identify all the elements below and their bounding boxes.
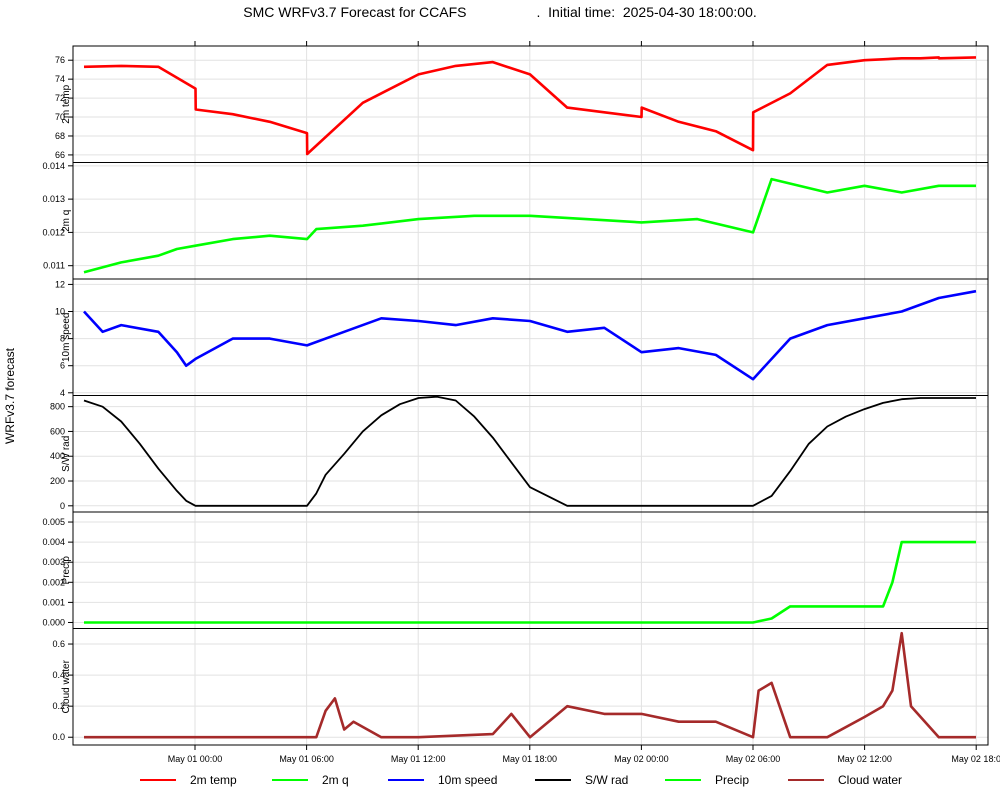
panel-frame [72,45,989,163]
series-line [84,631,976,739]
y-tick-label: 0.0 [52,732,65,742]
panel-precip: 0.000 0.001 0.002 0.003 0.004 0.005 Precip [42,511,989,629]
legend: 2m temp 2m q 10m speed S/W rad Precip Cloud w… [140,773,902,787]
panel-frame [72,395,989,513]
y-tick-label: 10 [55,307,65,317]
legend-label: S/W rad [585,773,628,787]
legend-label: 2m q [322,773,349,787]
x-tick-label: May 02 06:00 [726,754,781,764]
series-line [83,177,976,274]
y-tick-label: 0.011 [43,261,65,271]
y-tick-label: 0.004 [42,537,65,547]
panel-frame [72,511,989,629]
legend-label: 2m temp [190,773,237,787]
chart-title: SMC WRFv3.7 Forecast for CCAFS . Initial… [243,4,757,20]
y-tick-label: 0.4 [52,670,65,680]
y-tick-label: 0.005 [42,517,65,527]
panel-2m-q: 0.011 0.012 0.013 0.014 2m q [42,161,989,280]
series-line [83,289,977,381]
y-tick-label: 0.2 [52,701,65,711]
y-tick-label: 74 [55,74,65,84]
panel-label: Cloud water [61,659,72,713]
y-tick-label: 68 [55,131,65,141]
panel-label: 2m q [61,210,72,232]
legend-label: Precip [715,773,749,787]
panel-label: Precip [61,556,72,585]
x-tick-label: May 02 12:00 [837,754,892,764]
y-tick-label: 0.014 [42,161,65,171]
x-tick-label: May 01 18:00 [503,754,558,764]
y-axis-label: WRFv3.7 forecast [3,347,17,444]
series-line [83,56,977,156]
panel-label: S/W rad [61,436,72,472]
legend-label: 10m speed [438,773,497,787]
series-line [84,540,976,624]
panel-label: 10m speed [61,313,72,362]
y-tick-label: 8 [60,334,65,344]
panel-cloud-water: 0.0 0.2 0.4 0.6 Cloud water [52,628,989,746]
panel-2m-temp: 66 68 70 72 74 76 2m temp [55,45,989,163]
y-tick-label: 70 [55,112,65,122]
y-tick-label: 12 [55,279,65,289]
y-tick-label: 72 [55,93,65,103]
x-tick-label: May 02 18:0 [951,754,1000,764]
y-tick-label: 4 [60,388,65,398]
x-axis: May 01 00:00 May 01 06:00 May 01 12:00 May … [168,41,1000,764]
panel-10m-speed: 4 6 8 10 12 10m speed [55,278,989,398]
y-tick-label: 0.003 [42,557,65,567]
y-tick-label: 0.012 [42,227,65,237]
y-tick-label: 0.002 [42,577,65,587]
x-tick-label: May 01 00:00 [168,754,223,764]
panel-s-w-rad: 0 200 400 600 800 S/W rad [50,395,989,513]
panel-frame [72,278,989,396]
y-tick-label: 400 [50,451,65,461]
panel-frame [72,628,989,746]
x-tick-label: May 01 06:00 [279,754,334,764]
y-tick-label: 0.000 [42,617,65,627]
y-tick-label: 800 [50,402,65,412]
x-tick-label: May 02 00:00 [614,754,669,764]
y-tick-label: 0.001 [42,597,65,607]
y-tick-label: 6 [60,361,65,371]
y-tick-label: 600 [50,426,65,436]
y-tick-label: 0 [60,501,65,511]
y-tick-label: 0.6 [52,639,65,649]
y-tick-label: 200 [50,476,65,486]
series-line [83,395,976,507]
y-tick-label: 76 [55,55,65,65]
x-tick-label: May 01 12:00 [391,754,446,764]
panel-label: 2m temp [61,84,72,123]
panel-frame [72,162,989,280]
y-tick-label: 0.013 [42,194,65,204]
y-tick-label: 66 [55,150,65,160]
legend-label: Cloud water [838,773,902,787]
